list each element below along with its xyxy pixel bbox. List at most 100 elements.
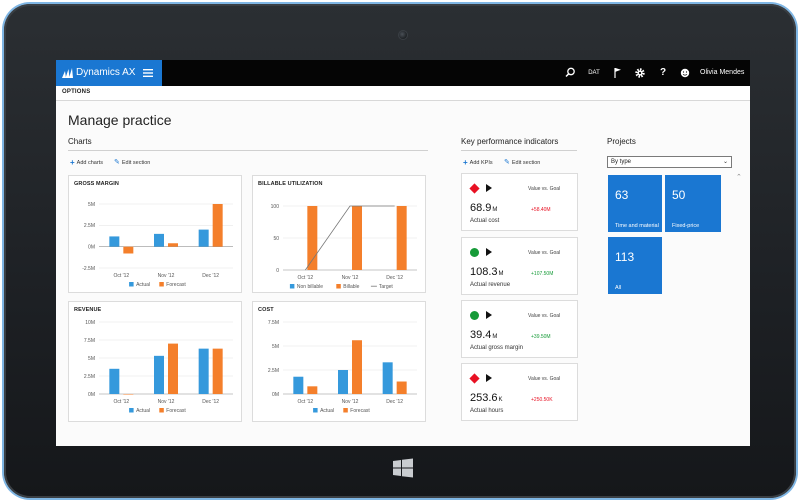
bar-billable[interactable]	[352, 206, 362, 270]
y-tick-label: 0M	[88, 244, 95, 250]
tile-count: 50	[672, 188, 686, 202]
kpi-delta: +58.40M	[531, 207, 551, 213]
bar-forecast[interactable]	[396, 381, 407, 394]
x-tick-label: Oct '12	[297, 275, 313, 281]
scroll-up-icon[interactable]: ⌃	[736, 174, 742, 181]
red-diamond-icon	[469, 373, 480, 384]
y-tick-label: -2.5M	[82, 266, 95, 272]
chevron-down-icon: ⌄	[722, 159, 728, 165]
project-tile-time-and-material[interactable]: 63 Time and material	[608, 175, 662, 232]
kpi-value: 253.6K	[470, 392, 503, 404]
kpi-card[interactable]: Value vs. Goal +58.40M 68.9M Actual cost	[461, 173, 578, 231]
projects-section-title: Projects	[607, 137, 636, 146]
bar-actual[interactable]	[338, 370, 348, 394]
user-name[interactable]: Olivia Mendes	[700, 69, 745, 76]
company-code[interactable]: DAT	[588, 70, 600, 76]
legend-label: Actual	[136, 408, 150, 414]
chart-plot: 5M 2.5M 0M -2.5M Oct '12 Nov '12 Dec '12 Actual…	[82, 202, 233, 288]
kpi-number: 68.9	[470, 202, 492, 214]
kpi-comparison-label: Value vs. Goal	[528, 313, 561, 319]
x-tick-label: Nov '12	[342, 275, 359, 281]
add-kpis-button[interactable]: + Add KPIs	[463, 158, 493, 167]
bar-actual[interactable]	[109, 236, 120, 247]
smiley-icon[interactable]	[675, 60, 695, 86]
y-tick-label: 100	[271, 204, 280, 210]
chart-title: BILLABLE UTILIZATION	[258, 181, 323, 187]
bar-billable[interactable]	[307, 206, 318, 270]
project-tile-fixed-price[interactable]: 50 Fixed-price	[665, 175, 721, 232]
bar-forecast[interactable]	[123, 394, 134, 395]
play-icon[interactable]	[486, 311, 492, 319]
kpi-value: 39.4M	[470, 329, 497, 341]
y-tick-label: 7.5M	[268, 320, 279, 326]
x-tick-label: Oct '12	[297, 399, 313, 405]
kpi-section-title: Key performance indicators	[461, 137, 559, 146]
play-icon[interactable]	[486, 374, 492, 382]
add-charts-button[interactable]: + Add charts	[70, 158, 103, 167]
project-type-dropdown[interactable]: By type ⌄	[607, 156, 732, 168]
billable-utilization-chart[interactable]: BILLABLE UTILIZATION 100 50 0 Oct '12 Nov '1…	[252, 175, 426, 293]
tile-label: Time and material	[615, 223, 659, 229]
bar-forecast[interactable]	[212, 204, 223, 247]
y-tick-label: 0M	[88, 392, 95, 398]
flag-icon[interactable]	[607, 60, 627, 86]
kpi-card[interactable]: Value vs. Goal +250.50K 253.6K Actual hours	[461, 363, 578, 421]
chart-plot: 100 50 0 Oct '12 Nov '12 Dec '12 Non billable B…	[271, 204, 417, 290]
y-tick-label: 5M	[88, 356, 95, 362]
bar-actual[interactable]	[198, 348, 209, 394]
chart-plot: 7.5M 5M 2.5M 0M Oct '12 Nov '12 Dec '12 Actual F…	[268, 320, 417, 414]
edit-kpi-section-button[interactable]: ✎ Edit section	[504, 159, 541, 166]
bar-forecast[interactable]	[352, 340, 362, 394]
bar-forecast[interactable]	[123, 246, 134, 254]
y-tick-label: 0	[276, 268, 279, 274]
target-line	[305, 205, 395, 271]
cost-chart[interactable]: COST 7.5M 5M 2.5M 0M Oct '12 Nov '12 Dec '12 Ac…	[252, 301, 426, 422]
x-tick-label: Dec '12	[386, 275, 403, 281]
bar-forecast[interactable]	[212, 348, 223, 394]
charts-divider	[68, 150, 428, 151]
kpi-value: 108.3M	[470, 266, 504, 278]
revenue-chart[interactable]: REVENUE 10M 7.5M 5M 2.5M 0M Oct '12 Nov '12 Dec…	[68, 301, 242, 422]
kpi-card[interactable]: Value vs. Goal +107.50M 108.3M Actual reven…	[461, 237, 578, 295]
legend-label: Actual	[136, 282, 150, 288]
legend-swatch	[313, 408, 318, 413]
search-icon[interactable]	[560, 60, 580, 86]
y-tick-label: 10M	[85, 320, 95, 326]
play-icon[interactable]	[486, 248, 492, 256]
bar-actual[interactable]	[293, 376, 304, 394]
bar-forecast[interactable]	[307, 386, 318, 394]
y-tick-label: 2.5M	[84, 223, 95, 229]
x-tick-label: Dec '12	[202, 273, 219, 279]
bar-actual[interactable]	[382, 362, 393, 394]
camera-icon	[398, 30, 408, 40]
legend-swatch	[129, 282, 134, 287]
bar-billable[interactable]	[396, 206, 407, 270]
app-screen: Dynamics AX DAT ?	[56, 60, 750, 446]
legend-swatch	[159, 408, 164, 413]
gross-margin-chart[interactable]: GROSS MARGIN 5M 2.5M 0M -2.5M Oct '12 Nov '12…	[68, 175, 242, 293]
charts-section-title: Charts	[68, 137, 92, 146]
project-tile-all[interactable]: 113 All	[608, 237, 662, 294]
tile-count: 63	[615, 188, 629, 202]
bar-forecast[interactable]	[168, 243, 178, 247]
kpi-delta: +107.50M	[531, 271, 554, 277]
legend-label: Forecast	[166, 408, 186, 414]
legend-swatch	[336, 284, 341, 289]
legend-label: Actual	[320, 408, 334, 414]
windows-logo-icon[interactable]	[392, 458, 414, 478]
bar-forecast[interactable]	[168, 343, 178, 394]
kpi-number: 108.3	[470, 266, 498, 278]
bar-actual[interactable]	[109, 368, 120, 394]
legend-swatch	[129, 408, 134, 413]
bar-actual[interactable]	[154, 355, 164, 394]
kpi-card[interactable]: Value vs. Goal +39.50M 39.4M Actual gross m…	[461, 300, 578, 358]
green-circle-icon	[470, 311, 479, 320]
edit-charts-section-button[interactable]: ✎ Edit section	[114, 159, 151, 166]
play-icon[interactable]	[486, 184, 492, 192]
gear-icon[interactable]	[629, 60, 651, 86]
bar-actual[interactable]	[198, 229, 209, 247]
options-tab[interactable]: OPTIONS	[62, 89, 91, 95]
menu-icon[interactable]	[142, 67, 154, 79]
help-icon[interactable]: ?	[659, 67, 667, 78]
bar-actual[interactable]	[154, 233, 164, 247]
